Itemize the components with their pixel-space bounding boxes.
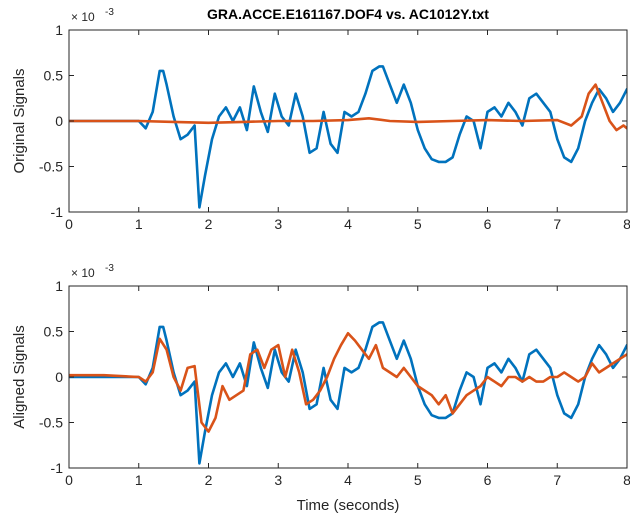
- x-tick-label: 0: [65, 472, 73, 488]
- x-tick-label: 5: [414, 216, 422, 232]
- chart-title: GRA.ACCE.E161167.DOF4 vs. AC1012Y.txt: [207, 6, 489, 22]
- x-tick-label: 2: [205, 216, 213, 232]
- exponent-power: -3: [105, 7, 114, 18]
- x-tick-label: 1: [135, 216, 143, 232]
- x-tick-label: 6: [484, 472, 492, 488]
- y-tick-label: -1: [51, 460, 64, 476]
- top-chart: GRA.ACCE.E161167.DOF4 vs. AC1012Y.txt 0 1…: [11, 6, 630, 232]
- y-tick-label: -0.5: [39, 415, 63, 431]
- plot-area: [69, 286, 627, 468]
- x-tick-label: 5: [414, 472, 422, 488]
- x-tick-label: 3: [274, 216, 282, 232]
- x-tick-label: 4: [344, 472, 352, 488]
- exponent-base: × 10: [71, 10, 95, 24]
- x-tick-label: 7: [553, 216, 561, 232]
- x-axis-label: Time (seconds): [297, 497, 400, 514]
- x-tick-label: 8: [623, 216, 630, 232]
- x-tick-label: 0: [65, 216, 73, 232]
- y-tick-label: 0: [55, 113, 63, 129]
- series-line-blue: [69, 65, 627, 209]
- x-tick-label: 8: [623, 472, 630, 488]
- y-tick-label: 0.5: [44, 324, 64, 340]
- exponent-power: -3: [105, 263, 114, 274]
- series-line-on-orbit: [69, 321, 627, 465]
- x-tick-label: 7: [553, 472, 561, 488]
- y-axis-label: Aligned Signals: [11, 325, 28, 428]
- x-tick-label: 3: [274, 472, 282, 488]
- exponent-base: × 10: [71, 266, 95, 280]
- y-tick-label: 0: [55, 369, 63, 385]
- y-axis-label: Original Signals: [11, 68, 28, 173]
- bottom-chart: On-OrbitAnalytical 012345678-1-0.500.51×…: [11, 263, 630, 514]
- series-line-analytical: [69, 331, 627, 433]
- y-tick-label: -0.5: [39, 159, 63, 175]
- x-tick-label: 1: [135, 472, 143, 488]
- x-tick-label: 6: [484, 216, 492, 232]
- y-tick-label: 1: [55, 278, 63, 294]
- x-tick-label: 4: [344, 216, 352, 232]
- y-tick-label: -1: [51, 204, 64, 220]
- y-tick-label: 0.5: [44, 68, 64, 84]
- x-tick-label: 2: [205, 472, 213, 488]
- series-line-orange: [69, 83, 627, 132]
- y-tick-label: 1: [55, 22, 63, 38]
